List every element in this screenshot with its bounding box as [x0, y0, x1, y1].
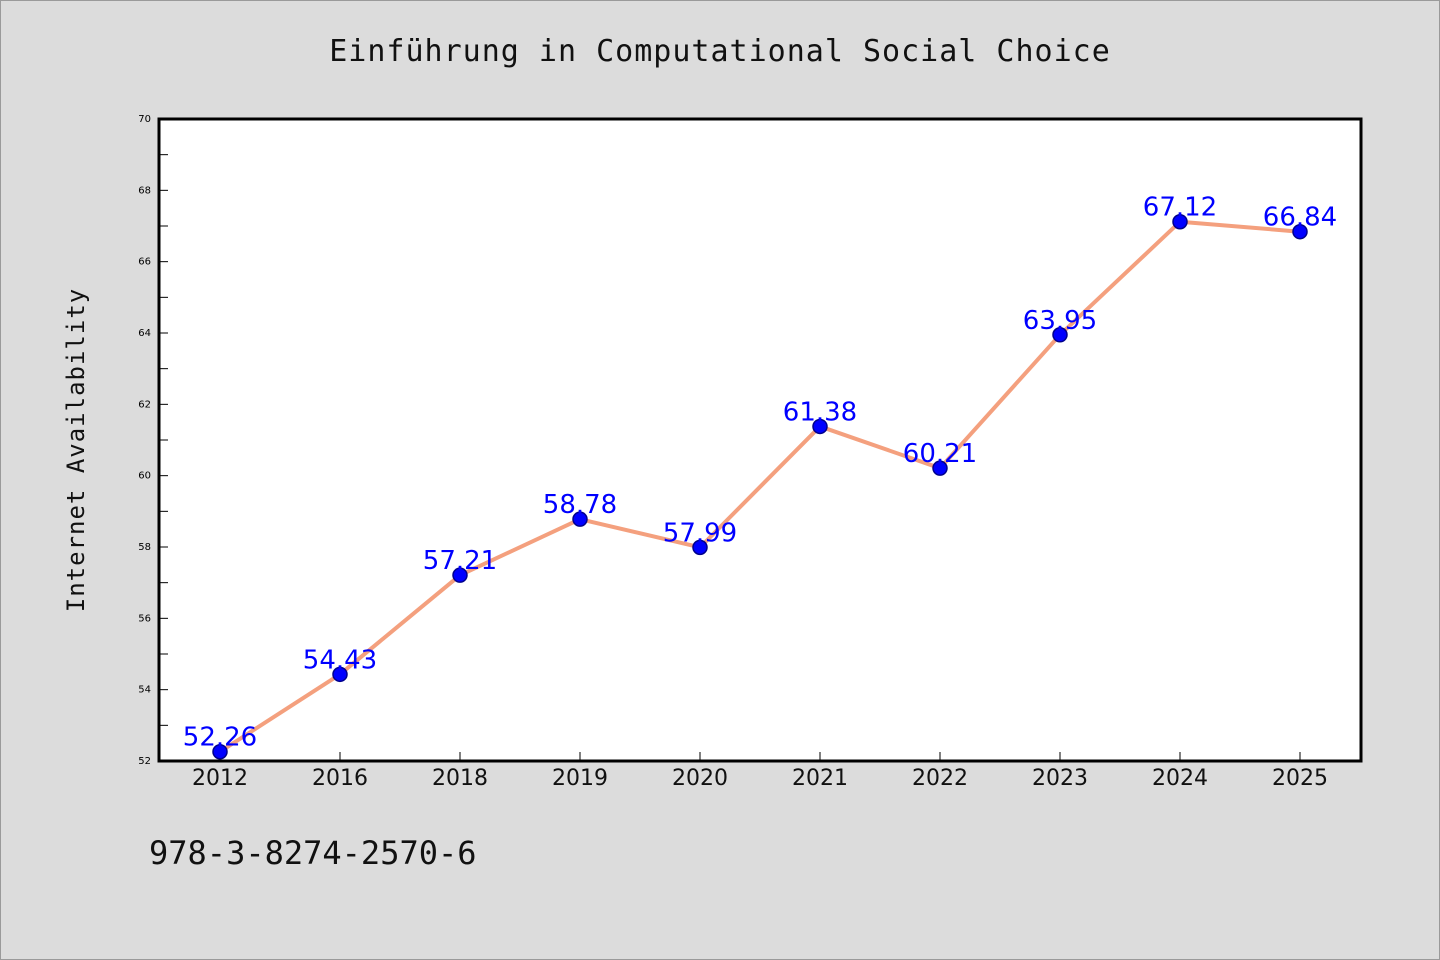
y-tick-label: 52 — [138, 756, 151, 767]
x-tick-label: 2023 — [1032, 766, 1088, 791]
y-tick-label: 60 — [138, 471, 151, 482]
data-point — [212, 743, 228, 760]
data-label: 67.12 — [1143, 193, 1217, 223]
x-tick-label: 2016 — [312, 766, 368, 791]
isbn-text: 978-3-8274-2570-6 — [149, 834, 477, 872]
x-tick-label: 2021 — [792, 766, 848, 791]
y-tick-label: 54 — [138, 685, 151, 696]
y-tick-label: 64 — [138, 328, 151, 339]
data-label: 63.95 — [1023, 306, 1097, 336]
data-label: 57.21 — [423, 546, 497, 576]
x-tick-label: 2019 — [552, 766, 608, 791]
y-tick-label: 56 — [138, 613, 151, 624]
data-point — [812, 418, 828, 435]
data-point — [452, 567, 468, 583]
data-point — [332, 666, 348, 683]
y-tick-label: 70 — [138, 114, 151, 125]
y-tick-label: 68 — [138, 185, 151, 196]
data-label: 52.26 — [183, 723, 257, 753]
data-markers — [212, 213, 1308, 760]
x-tick-label: 2024 — [1152, 766, 1208, 791]
data-label: 61.38 — [783, 397, 857, 427]
data-point — [572, 511, 588, 527]
chart-title: Einführung in Computational Social Choic… — [329, 34, 1111, 69]
y-tick-label: 62 — [138, 399, 151, 410]
data-labels: 52.26 54.43 57.21 58.78 57.99 61.38 60.21 63.95… — [183, 193, 1337, 753]
x-tick-label: 2012 — [192, 766, 248, 791]
data-label: 57.99 — [663, 518, 737, 548]
x-tick-label: 2022 — [912, 766, 968, 791]
y-tick-label: 66 — [138, 257, 151, 268]
data-label: 54.43 — [303, 645, 377, 675]
data-point — [692, 539, 708, 556]
y-axis: 52 54 56 58 60 62 64 66 68 70 — [138, 114, 168, 767]
x-tick-label: 2020 — [672, 766, 728, 791]
x-tick-label: 2025 — [1272, 766, 1328, 791]
data-label: 58.78 — [543, 490, 617, 520]
data-label: 66.84 — [1263, 203, 1337, 233]
plot-area — [157, 117, 1363, 763]
data-point — [1052, 327, 1068, 343]
data-point — [1172, 213, 1188, 230]
data-point — [932, 460, 948, 476]
data-label: 60.21 — [903, 439, 977, 469]
x-axis: 2012 2016 2018 2019 2020 2021 2022 2023 2024 2025 — [192, 752, 1328, 791]
series-line — [218, 219, 1302, 754]
data-point — [1292, 223, 1308, 240]
x-tick-label: 2018 — [432, 766, 488, 791]
y-tick-label: 58 — [138, 542, 151, 553]
